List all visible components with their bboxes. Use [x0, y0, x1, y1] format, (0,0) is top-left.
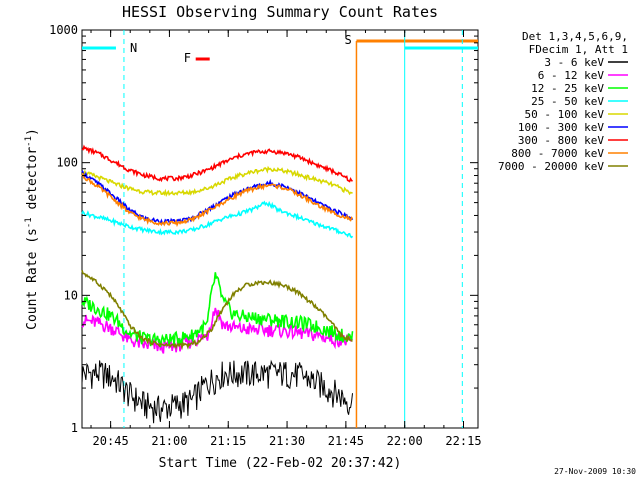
legend-entry-6-12-kev: 6 - 12 keV [538, 69, 605, 82]
x-tick-label: 21:30 [269, 434, 305, 448]
y-axis-title-prefix: Count Rate (s [25, 228, 40, 330]
legend-header-line1: Det 1,3,4,5,6,9, [522, 30, 628, 43]
legend-entry-3-6-kev: 3 - 6 keV [544, 56, 604, 69]
x-tick-label: 22:00 [387, 434, 423, 448]
series-line-300-800-kev [81, 144, 353, 183]
flare-marker-label: F [184, 51, 191, 65]
night-marker-label: N [130, 41, 137, 55]
plot-frame [81, 29, 479, 429]
series-line-25-50-kev [81, 200, 354, 239]
legend-header-line2: FDecim 1, Att 1 [529, 43, 628, 56]
y-axis-title-sup1: -1 [24, 217, 34, 228]
legend-entry-25-50-kev: 25 - 50 keV [531, 95, 604, 108]
legend-entry-300-800-kev: 300 - 800 keV [518, 134, 604, 147]
axis-ticks: 20:45 21:00 21:15 21:30 21:45 22:00 22:15 1 10 10… [49, 23, 481, 448]
series-lines [81, 144, 354, 424]
y-axis-title: Count Rate (s-1 detector-1) [24, 128, 40, 330]
legend-entry-100-300-kev: 100 - 300 keV [518, 121, 604, 134]
x-tick-label: 21:45 [328, 434, 364, 448]
legend-entry-7000-20000-kev: 7000 - 20000 keV [498, 160, 604, 173]
footer-timestamp: 27-Nov-2009 10:30 [554, 467, 636, 476]
y-axis-title-mid: detector [25, 147, 40, 218]
legend-entry-12-25-kev: 12 - 25 keV [531, 82, 604, 95]
x-tick-label: 20:45 [93, 434, 129, 448]
y-axis-title-suffix: ) [25, 128, 40, 136]
y-tick-label: 100 [56, 156, 78, 170]
legend-entry-50-100-kev: 50 - 100 keV [525, 108, 605, 121]
y-tick-label: 1 [71, 421, 78, 435]
y-axis-title-sup2: -1 [24, 136, 34, 147]
legend: Det 1,3,4,5,6,9, FDecim 1, Att 1 3 - 6 k… [498, 30, 628, 173]
series-line-7000-20000-kev [81, 270, 353, 351]
attenuator-bars: N F S [82, 30, 478, 428]
x-tick-label: 21:00 [151, 434, 187, 448]
chart-title: HESSI Observing Summary Count Rates [122, 3, 438, 21]
series-line-50-100-kev [81, 165, 353, 197]
x-axis-title: Start Time (22-Feb-02 20:37:42) [159, 456, 402, 471]
x-tick-label: 21:15 [210, 434, 246, 448]
x-tick-label: 22:15 [445, 434, 481, 448]
legend-entry-800-7000-kev: 800 - 7000 keV [511, 147, 604, 160]
plot-area: N F S 20:45 21:00 21:15 21:30 21:45 22:00 22:15 1… [49, 23, 481, 448]
series-line-3-6-kev [81, 359, 353, 424]
y-tick-label: 1000 [49, 23, 78, 37]
series-line-800-7000-kev [81, 172, 354, 228]
y-tick-label: 10 [64, 288, 78, 302]
saa-marker-label: S [344, 33, 351, 47]
series-line-12-25-kev [81, 272, 354, 348]
